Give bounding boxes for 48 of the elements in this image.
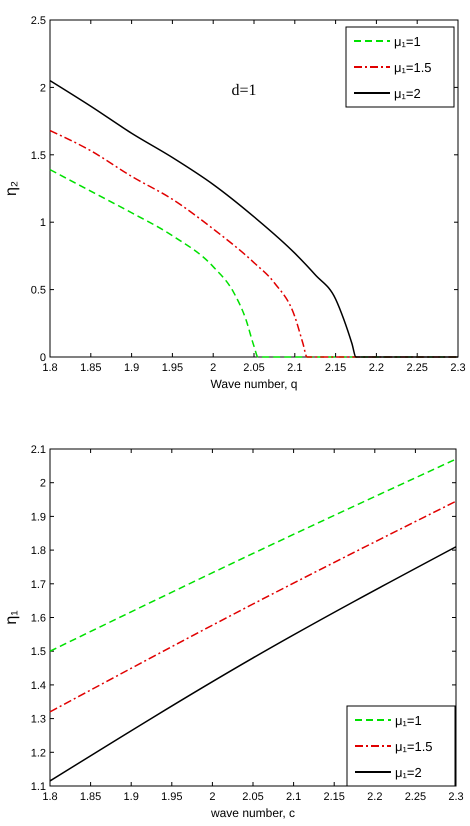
x-tick-label: 1.9 (124, 791, 139, 803)
y-axis-title: η₂ (3, 180, 20, 196)
x-tick-label: 2.2 (368, 362, 384, 374)
legend-label: μ₁=1.5 (395, 739, 433, 754)
y-tick-label: 1.2 (30, 747, 46, 760)
x-tick-label: 1.85 (80, 791, 102, 803)
x-tick-label: 2.05 (242, 791, 264, 803)
y-tick-label: 1.3 (30, 714, 46, 726)
x-tick-label: 2.3 (450, 362, 466, 374)
x-tick-label: 2.15 (324, 362, 346, 374)
x-tick-label: 2.3 (448, 791, 464, 803)
y-tick-label: 1.9 (30, 511, 46, 524)
y-tick-label: 1.1 (30, 781, 46, 793)
x-axis-title: Wave number, q (210, 377, 298, 391)
x-tick-label: 1.9 (124, 362, 140, 374)
x-tick-label: 2 (209, 791, 216, 803)
x-axis-title: wave number, c (210, 806, 296, 820)
y-tick-label: 2 (40, 82, 46, 94)
x-tick-label: 1.85 (80, 362, 102, 374)
legend-label: μ₁=2 (394, 86, 421, 101)
y-tick-label: 1.5 (30, 150, 46, 162)
x-tick-label: 2.1 (286, 791, 302, 803)
x-tick-label: 2.1 (287, 362, 302, 374)
legend-label: μ₁=1 (395, 713, 422, 728)
x-tick-label: 1.95 (161, 791, 183, 803)
y-axis-title: η₁ (3, 610, 20, 625)
annotation: d=1 (231, 82, 257, 99)
legend-label: μ₁=2 (395, 765, 422, 780)
x-tick-label: 2.25 (404, 791, 426, 803)
x-tick-label: 2.25 (406, 362, 428, 374)
y-tick-label: 1.5 (30, 646, 46, 658)
y-tick-label: 1.6 (30, 612, 46, 624)
x-tick-label: 2.2 (367, 791, 382, 803)
x-tick-label: 2.15 (323, 791, 345, 803)
x-tick-label: 2 (210, 362, 216, 374)
y-tick-label: 0 (40, 352, 46, 364)
y-tick-label: 2.5 (30, 15, 46, 27)
y-tick-label: 1 (40, 217, 46, 230)
y-tick-label: 1.4 (30, 680, 46, 692)
y-tick-label: 0.5 (30, 284, 46, 297)
y-tick-label: 2.1 (30, 444, 46, 456)
y-tick-label: 1.8 (30, 545, 46, 558)
x-tick-label: 2.05 (243, 362, 265, 374)
x-tick-label: 1.95 (162, 362, 184, 374)
y-tick-label: 2 (40, 478, 46, 490)
y-tick-label: 1.7 (30, 578, 46, 591)
legend-label: μ₁=1 (394, 34, 421, 49)
legend-label: μ₁=1.5 (394, 60, 432, 75)
